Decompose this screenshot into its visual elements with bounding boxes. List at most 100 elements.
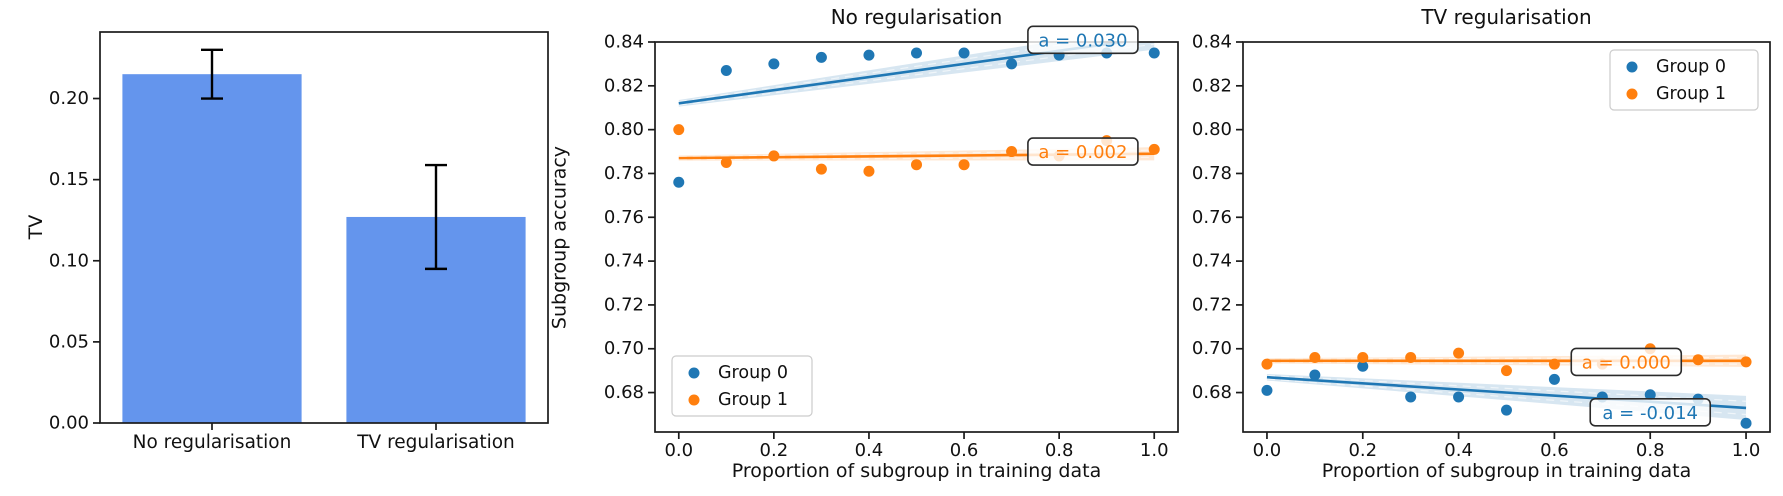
x-tick-label: 0.6 <box>1540 440 1569 461</box>
legend-box <box>1609 49 1759 111</box>
data-point-group-0 <box>1357 360 1369 372</box>
bootstrap-trace <box>678 43 1155 106</box>
legend: Group 0 Group 1 <box>671 355 813 417</box>
x-tick-label: 0.2 <box>760 440 789 461</box>
y-tick-label: 0.20 <box>49 88 89 109</box>
data-point-group-1 <box>673 124 685 136</box>
data-point-group-1 <box>1501 365 1512 377</box>
data-point-group-0 <box>911 47 922 59</box>
data-point-group-0 <box>768 58 780 70</box>
legend-marker-group-1 <box>1626 88 1638 100</box>
data-point-group-1 <box>1692 354 1704 366</box>
legend-marker-group-0 <box>688 367 700 379</box>
y-tick-label: 0.80 <box>604 119 644 140</box>
annotation-box <box>1589 397 1712 427</box>
data-point-group-0 <box>815 51 827 63</box>
legend-box <box>671 355 813 417</box>
category-label: No regularisation <box>133 432 292 453</box>
data-point-group-0 <box>1453 391 1465 403</box>
y-tick-label: 0.84 <box>1192 32 1232 53</box>
y-axis-label-bar: TV <box>25 214 47 240</box>
data-point-group-1 <box>1357 352 1369 364</box>
slope-annotation: a = 0.000 <box>1570 347 1683 377</box>
legend-label: Group 1 <box>718 390 788 410</box>
y-tick-label: 0.80 <box>1192 119 1232 140</box>
data-point-group-1 <box>958 159 970 171</box>
annotation-box <box>1570 347 1683 377</box>
data-point-group-1 <box>815 163 827 175</box>
legend-label: Group 1 <box>1656 84 1726 104</box>
data-point-group-1 <box>1405 352 1417 364</box>
x-tick-label: 0.0 <box>1253 440 1282 461</box>
chart-panel-0: 0.00 0.05 0.10 0.15 0.20 No regularisation TV … <box>49 31 549 453</box>
x-tick-label: 0.4 <box>855 440 884 461</box>
legend-label: Group 0 <box>1656 57 1726 77</box>
y-tick-label: 0.15 <box>49 169 89 190</box>
data-point-group-0 <box>1405 391 1417 403</box>
chart-title-tv-regularisation: TV regularisation <box>1421 5 1592 29</box>
y-tick-label: 0.70 <box>604 338 644 359</box>
y-tick-label: 0.72 <box>1192 294 1232 315</box>
x-tick-label: 0.8 <box>1045 440 1074 461</box>
data-point-group-0 <box>720 64 732 76</box>
data-point-group-1 <box>863 165 875 177</box>
y-tick-label: 0.82 <box>604 75 644 96</box>
data-point-group-0 <box>1548 373 1560 385</box>
annotation-text: a = 0.030 <box>1038 30 1127 51</box>
data-point-group-0 <box>1644 389 1656 401</box>
data-point-group-0 <box>1148 47 1160 59</box>
x-tick-label: 0.6 <box>950 440 979 461</box>
data-point-group-1 <box>720 157 732 169</box>
x-tick-label: 0.2 <box>1348 440 1377 461</box>
y-tick-label: 0.68 <box>1192 382 1232 403</box>
y-axis-label-mid: Subgroup accuracy <box>548 145 571 330</box>
x-tick-label: 0.4 <box>1444 440 1473 461</box>
x-tick-label: 0.0 <box>664 440 693 461</box>
y-tick-label: 0.72 <box>604 294 644 315</box>
slope-annotation: a = 0.002 <box>1027 137 1139 166</box>
y-tick-label: 0.76 <box>604 207 644 228</box>
data-point-group-0 <box>1006 58 1018 70</box>
category-label: TV regularisation <box>356 432 515 453</box>
legend: Group 0 Group 1 <box>1609 49 1759 111</box>
annotation-text: a = 0.000 <box>1582 352 1671 373</box>
legend-label: Group 0 <box>718 363 788 383</box>
chart-title-no-regularisation: No regularisation <box>830 5 1003 29</box>
legend-marker-group-1 <box>688 394 700 406</box>
data-point-group-1 <box>768 150 780 162</box>
data-point-group-0 <box>1261 384 1273 396</box>
bootstrap-trace <box>1266 378 1747 416</box>
x-tick-label: 1.0 <box>1732 440 1761 461</box>
bootstrap-trace <box>678 42 1085 103</box>
data-point-group-1 <box>1006 146 1018 158</box>
x-tick-label: 0.8 <box>1636 440 1665 461</box>
data-point-group-1 <box>1548 358 1560 370</box>
y-tick-label: 0.74 <box>604 251 644 272</box>
chart-panel-2: 0.0 0.2 0.4 0.6 0.8 1.0 0.68 0.70 0.72 0.74 0.76 0.… <box>1192 32 1771 461</box>
x-tick-label: 1.0 <box>1140 440 1169 461</box>
y-tick-label: 0.76 <box>1192 207 1232 228</box>
y-tick-label: 0.10 <box>49 250 89 271</box>
data-point-group-1 <box>911 159 922 171</box>
slope-annotation: a = 0.030 <box>1027 25 1139 55</box>
y-tick-label: 0.78 <box>1192 163 1232 184</box>
y-tick-label: 0.00 <box>49 413 89 434</box>
axes-spines <box>99 31 549 424</box>
data-point-group-0 <box>673 176 685 188</box>
x-axis-label-mid: Proportion of subgroup in training data <box>731 460 1102 482</box>
data-point-group-1 <box>1453 347 1465 359</box>
y-tick-label: 0.82 <box>1192 75 1232 96</box>
data-point-group-0 <box>1501 404 1512 416</box>
data-point-group-1 <box>1261 358 1273 370</box>
x-axis-label-right: Proportion of subgroup in training data <box>1321 460 1692 482</box>
data-point-group-0 <box>1309 369 1321 381</box>
data-point-group-0 <box>863 49 875 61</box>
y-tick-label: 0.70 <box>1192 338 1232 359</box>
data-point-group-1 <box>1148 143 1160 155</box>
slope-annotation: a = -0.014 <box>1589 397 1712 427</box>
annotation-box <box>1027 25 1139 55</box>
y-tick-label: 0.68 <box>604 382 644 403</box>
y-tick-label: 0.74 <box>1192 251 1232 272</box>
